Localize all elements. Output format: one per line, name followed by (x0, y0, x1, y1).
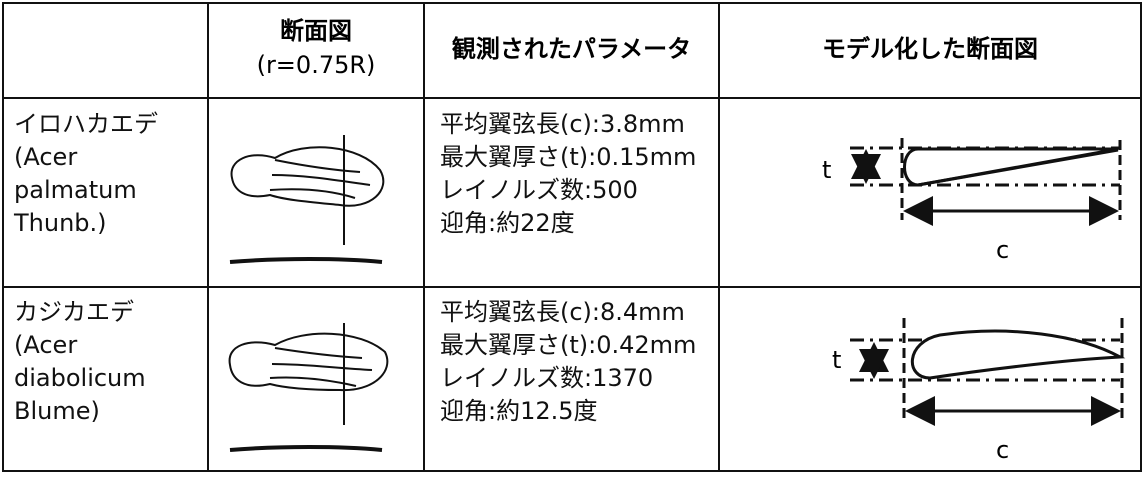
rule (1140, 2, 1142, 472)
line: (Acer (14, 331, 78, 359)
rule (2, 286, 1142, 288)
parameters: 平均翼弦長(c):3.8mm 最大翼厚さ(t):0.15mm レイノルズ数:50… (440, 108, 696, 240)
line: イロハカエデ (14, 110, 158, 138)
line: 迎角:約12.5度 (440, 397, 598, 425)
rule (2, 470, 1142, 472)
seed-drawing (229, 135, 385, 264)
line: カジカエデ (14, 298, 134, 326)
rule (2, 2, 1142, 4)
line: 平均翼弦長(c):3.8mm (440, 110, 685, 138)
line: 平均翼弦長(c):8.4mm (440, 298, 685, 326)
line: palmatum (14, 176, 137, 204)
header-cell: モデル化した断面図 (720, 32, 1140, 66)
parameters: 平均翼弦長(c):8.4mm 最大翼厚さ(t):0.42mm レイノルズ数:13… (440, 296, 696, 428)
line: diabolicum (14, 364, 146, 392)
rule (2, 2, 4, 472)
header-cell: 観測されたパラメータ (425, 32, 718, 66)
species-name: イロハカエデ (Acer palmatum Thunb.) (14, 108, 158, 240)
rule (207, 2, 209, 472)
label-c: c (996, 436, 1009, 464)
header-line: 断面図 (280, 17, 352, 45)
line: レイノルズ数:1370 (440, 364, 654, 392)
rule (718, 2, 720, 472)
line: 最大翼厚さ(t):0.15mm (440, 143, 697, 171)
model-drawing (850, 138, 1122, 226)
line: Blume) (14, 397, 100, 425)
line: (Acer (14, 143, 78, 171)
line: Thunb.) (14, 209, 107, 237)
label-t: t (822, 156, 831, 184)
rule (423, 2, 425, 472)
label-t: t (832, 346, 841, 374)
line: レイノルズ数:500 (440, 176, 638, 204)
header-line: 観測されたパラメータ (451, 35, 692, 63)
line: 迎角:約22度 (440, 209, 575, 237)
seed-drawing (228, 323, 389, 452)
header-cell: 断面図 (r=0.75R) (209, 14, 423, 82)
model-drawing (850, 318, 1126, 426)
header-line: モデル化した断面図 (822, 35, 1038, 63)
label-c: c (996, 236, 1009, 264)
line: 最大翼厚さ(t):0.42mm (440, 331, 697, 359)
header-line: (r=0.75R) (256, 51, 376, 79)
species-name: カジカエデ (Acer diabolicum Blume) (14, 296, 146, 428)
rule (2, 97, 1142, 99)
